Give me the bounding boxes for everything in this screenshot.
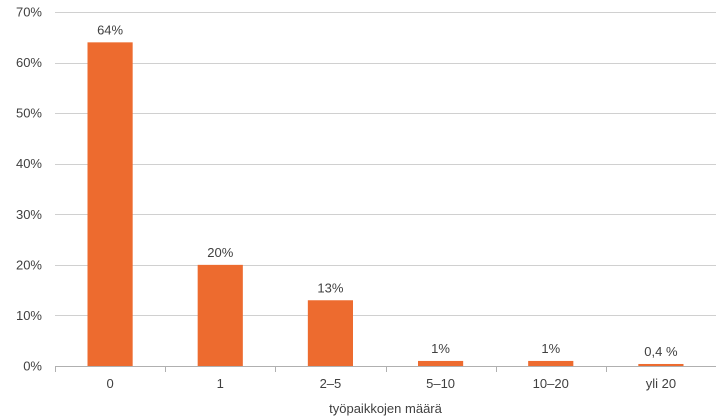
y-tick-label: 0%	[23, 359, 42, 374]
data-label: 0,4 %	[644, 344, 678, 359]
bar	[638, 363, 684, 366]
bar	[528, 360, 574, 366]
x-tick-label: 5–10	[426, 376, 455, 391]
y-axis-ticks: 0% 10% 20% 30% 40% 50% 60% 70%	[16, 5, 42, 374]
data-label: 13%	[317, 280, 343, 295]
x-tick-label: 0	[106, 376, 113, 391]
bar	[307, 300, 354, 366]
y-tick-label: 50%	[16, 106, 42, 121]
bar	[87, 42, 133, 366]
x-tick-label: 10–20	[533, 376, 569, 391]
data-label: 20%	[207, 245, 233, 260]
y-tick-label: 70%	[16, 5, 42, 20]
data-label: 1%	[541, 341, 560, 356]
y-tick-label: 40%	[16, 156, 42, 171]
x-axis-title: työpaikkojen määrä	[329, 401, 442, 416]
bars	[87, 42, 684, 366]
data-labels: 64% 20% 13% 1% 1% 0,4 %	[97, 22, 678, 359]
y-tick-label: 10%	[16, 308, 42, 323]
y-tick-label: 60%	[16, 55, 42, 70]
gridlines	[55, 12, 716, 316]
x-tick-label: 2–5	[320, 376, 342, 391]
bar	[417, 360, 464, 366]
data-label: 1%	[431, 341, 450, 356]
data-label: 64%	[97, 22, 123, 37]
x-tick-label: yli 20	[646, 376, 676, 391]
y-tick-label: 20%	[16, 257, 42, 272]
bar	[197, 264, 243, 366]
x-axis: 0 1 2–5 5–10 10–20 yli 20	[55, 366, 716, 391]
y-tick-label: 30%	[16, 207, 42, 222]
x-tick-label: 1	[217, 376, 224, 391]
